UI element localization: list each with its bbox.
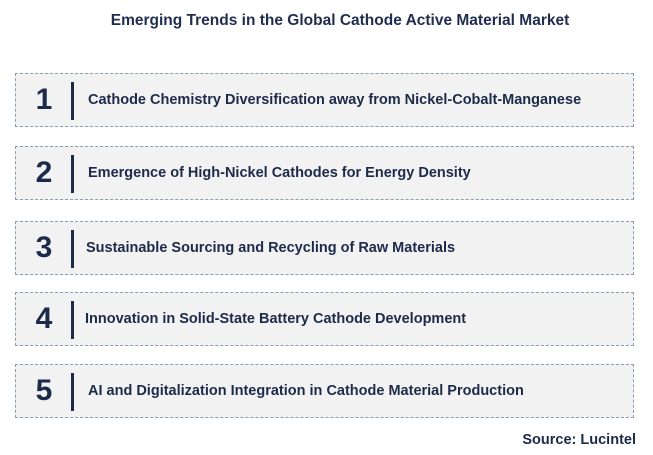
trend-text: Emergence of High-Nickel Cathodes for En… bbox=[88, 165, 471, 181]
trend-item-4: 4 Innovation in Solid-State Battery Cath… bbox=[15, 292, 634, 346]
trend-number: 4 bbox=[35, 302, 53, 335]
trend-item-3: 3 Sustainable Sourcing and Recycling of … bbox=[15, 221, 634, 275]
source-label: Source: Lucintel bbox=[522, 432, 636, 448]
trend-text: Sustainable Sourcing and Recycling of Ra… bbox=[86, 240, 456, 256]
trend-number: 2 bbox=[35, 156, 53, 189]
trend-text: AI and Digitalization Integration in Cat… bbox=[88, 383, 524, 399]
trend-item-1: 1 Cathode Chemistry Diversification away… bbox=[15, 73, 634, 127]
trend-divider bbox=[71, 373, 74, 411]
trend-number: 3 bbox=[35, 231, 53, 264]
trend-divider bbox=[71, 155, 74, 193]
trend-divider bbox=[71, 230, 74, 268]
trend-item-5: 5 AI and Digitalization Integration in C… bbox=[15, 364, 634, 418]
diagram-title: Emerging Trends in the Global Cathode Ac… bbox=[110, 12, 570, 29]
trend-text: Innovation in Solid-State Battery Cathod… bbox=[85, 311, 467, 327]
trend-number: 1 bbox=[35, 83, 53, 116]
trend-number: 5 bbox=[35, 374, 53, 407]
trend-divider bbox=[71, 301, 74, 339]
trend-item-2: 2 Emergence of High-Nickel Cathodes for … bbox=[15, 146, 634, 200]
trend-text: Cathode Chemistry Diversification away f… bbox=[88, 92, 582, 108]
trend-divider bbox=[71, 82, 74, 120]
